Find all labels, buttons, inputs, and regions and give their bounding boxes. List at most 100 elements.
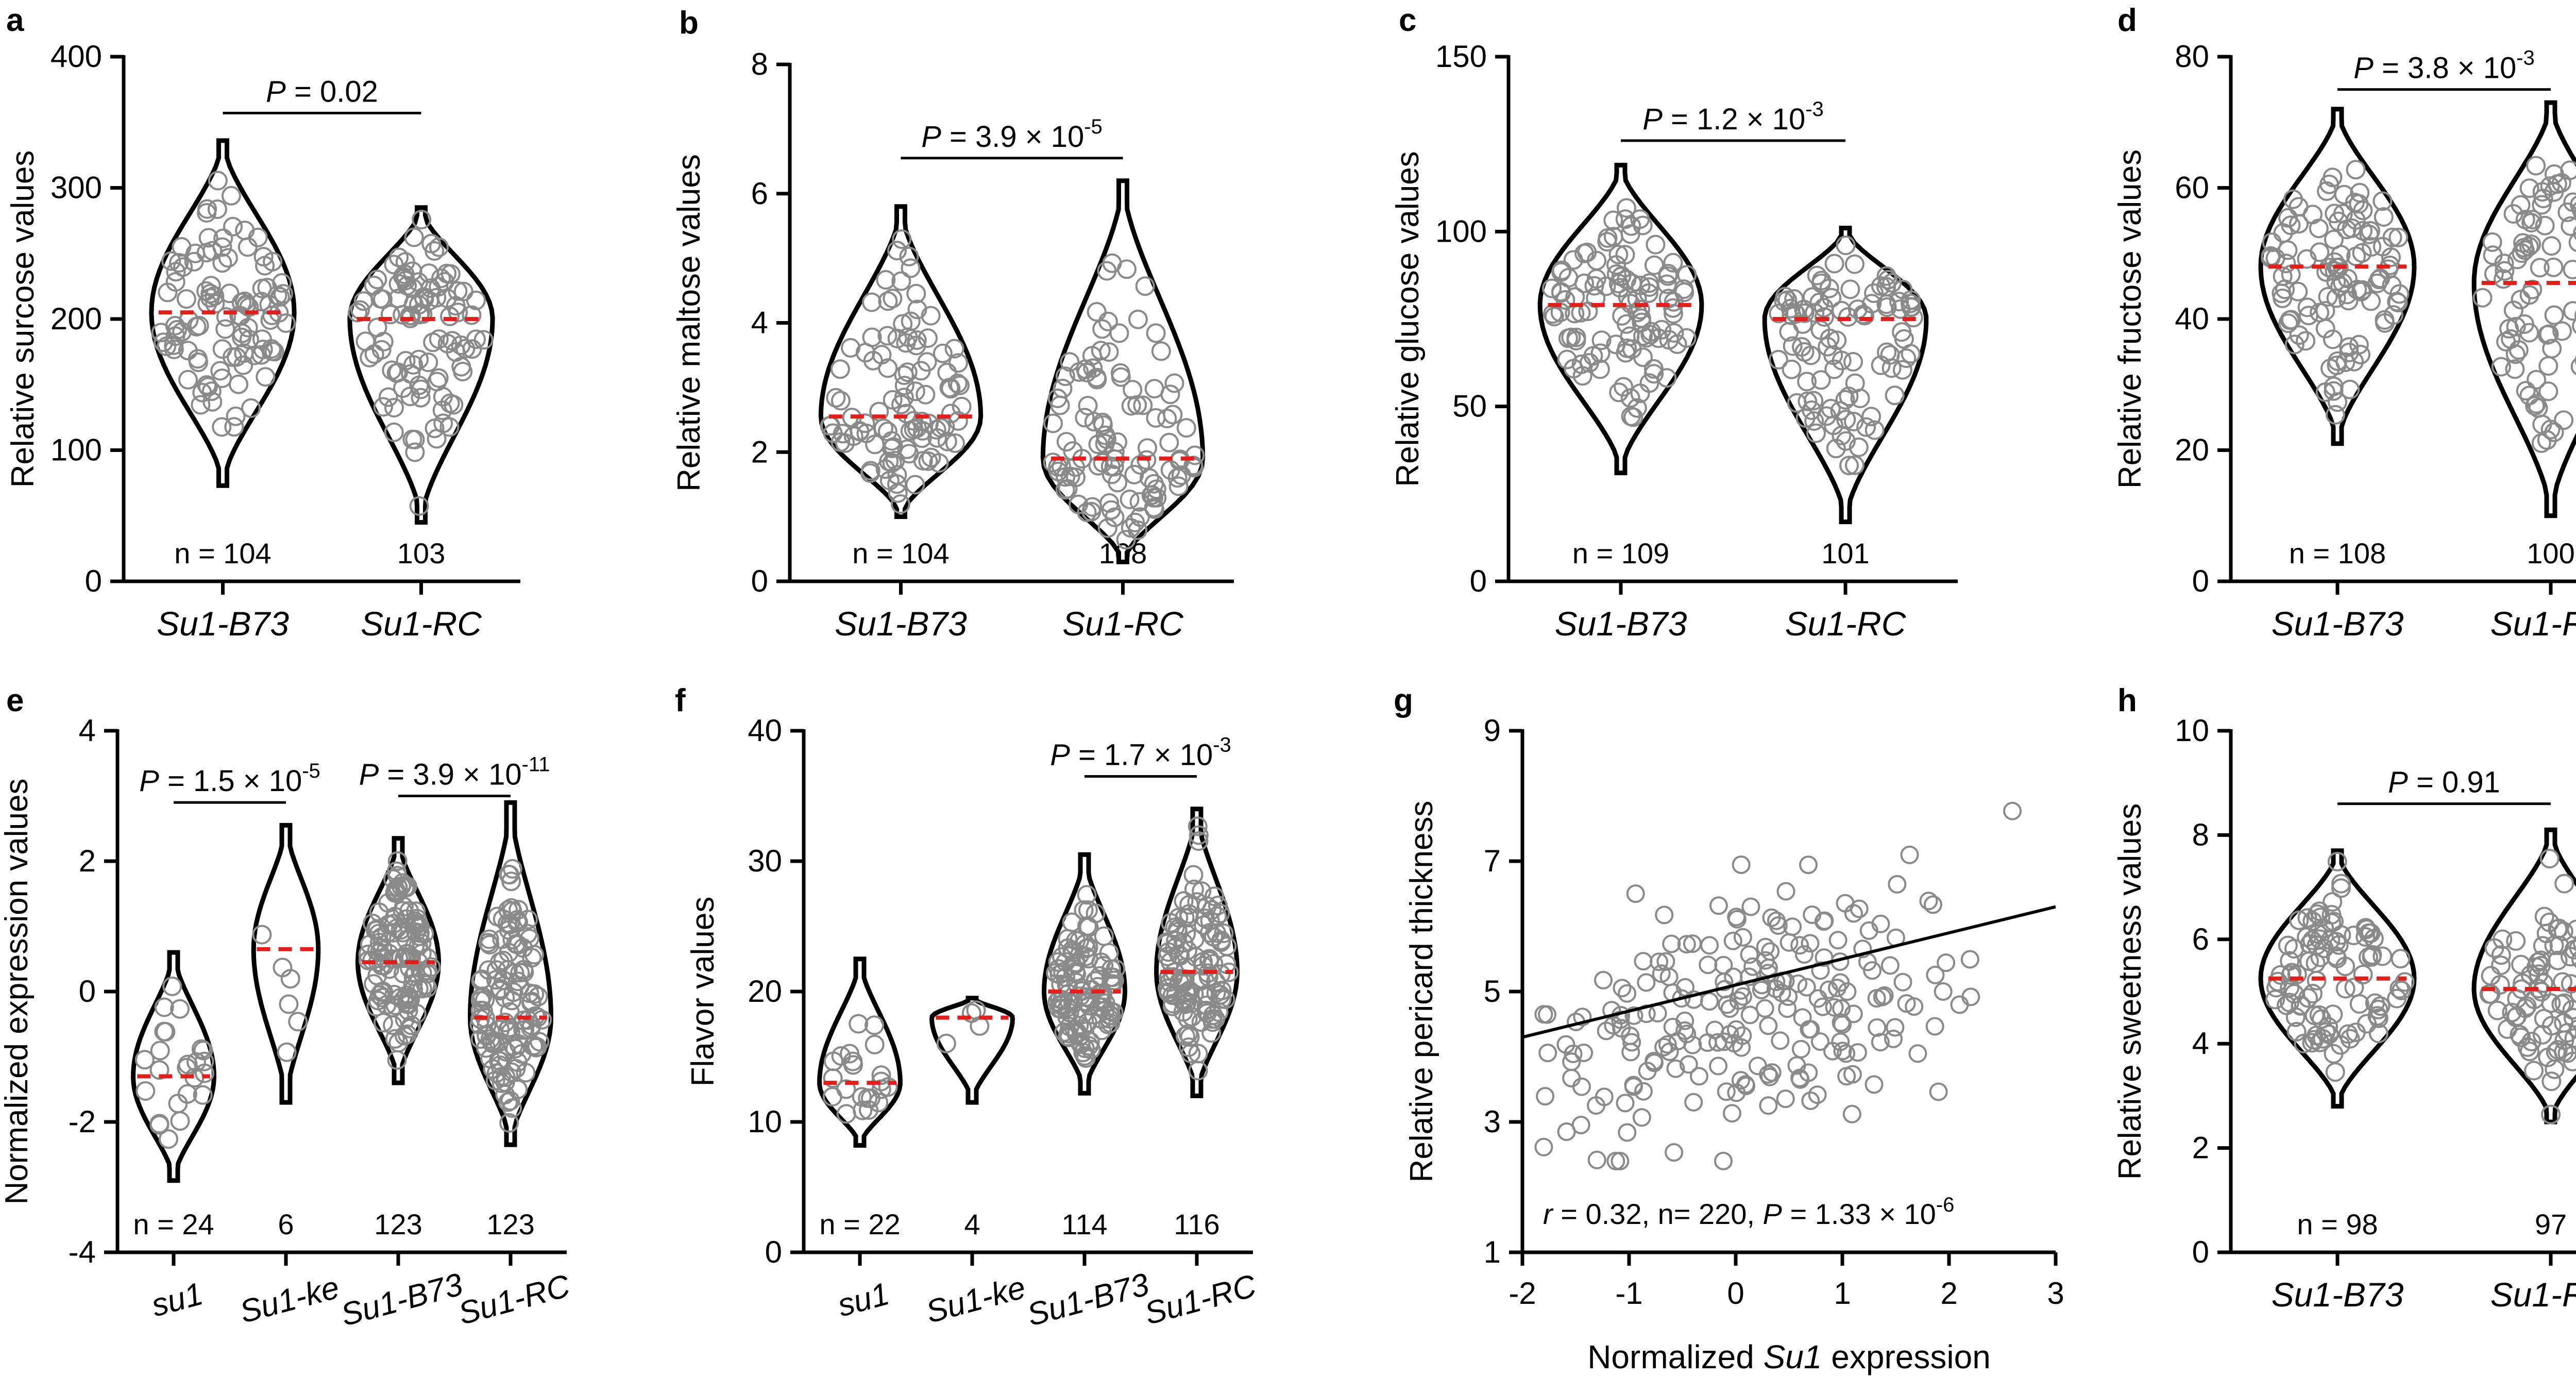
data-point — [2487, 1000, 2507, 1020]
data-point — [1117, 259, 1137, 279]
data-point — [1557, 1122, 1576, 1141]
data-point — [1208, 896, 1228, 915]
data-point — [1748, 1056, 1767, 1076]
data-point — [1616, 1094, 1635, 1113]
data-point — [894, 388, 914, 408]
data-point — [841, 338, 860, 358]
data-point — [2278, 208, 2298, 228]
data-point — [1677, 935, 1696, 954]
data-point — [1873, 987, 1892, 1006]
y-tick-label: 0 — [1470, 564, 1487, 598]
n-label: n = 22 — [819, 1208, 900, 1240]
data-point — [1618, 287, 1638, 307]
data-point — [945, 433, 965, 453]
data-point — [1699, 955, 1718, 975]
data-point — [1723, 931, 1742, 950]
data-point — [1885, 385, 1905, 406]
data-point — [1120, 490, 1140, 509]
data-point — [2324, 381, 2344, 401]
data-point — [184, 251, 204, 272]
data-point — [1811, 370, 1831, 390]
data-point — [2315, 382, 2335, 402]
data-point — [1639, 277, 1659, 297]
data-point — [2352, 280, 2372, 300]
data-point — [2525, 396, 2545, 416]
data-point — [1652, 964, 1671, 983]
data-point — [382, 360, 402, 380]
data-point — [1752, 981, 1771, 999]
data-point — [2362, 237, 2382, 257]
data-point — [1950, 995, 1969, 1014]
data-point — [1587, 1096, 1605, 1115]
data-point — [2323, 329, 2343, 349]
data-point — [1211, 930, 1231, 950]
data-point — [2568, 232, 2576, 252]
panel-a: a 0 100 200 300 400 Relative surcose values Su1… — [5, 3, 520, 643]
data-point — [165, 326, 185, 346]
regression-line — [1522, 905, 2056, 1039]
data-point — [1708, 1033, 1727, 1052]
data-point — [1590, 343, 1611, 363]
data-point — [178, 341, 198, 361]
data-point — [1146, 323, 1166, 343]
data-point — [1121, 396, 1141, 416]
data-point — [2526, 957, 2546, 977]
x-category-label: su1 — [148, 1276, 207, 1324]
data-point — [213, 228, 233, 248]
data-point — [2560, 160, 2576, 180]
data-point — [1698, 1033, 1717, 1052]
data-point — [1075, 408, 1095, 428]
data-point — [2284, 334, 2304, 355]
data-point — [1767, 972, 1786, 992]
p-value: = 3.9 × 10 — [379, 758, 521, 792]
data-point — [2280, 951, 2300, 971]
data-point — [264, 342, 284, 362]
data-point — [2534, 1009, 2554, 1029]
data-point — [2372, 191, 2393, 211]
data-point — [1088, 977, 1108, 997]
data-point — [1781, 298, 1801, 318]
data-point — [1144, 474, 1164, 494]
data-point — [353, 291, 374, 311]
data-point — [2505, 359, 2525, 379]
data-point — [386, 861, 406, 881]
data-point — [2531, 433, 2551, 453]
data-point — [1077, 502, 1097, 523]
data-point — [2526, 156, 2546, 176]
data-point — [2284, 984, 2304, 1004]
data-point — [1882, 358, 1902, 378]
data-point — [1791, 1039, 1810, 1059]
data-point — [2574, 310, 2576, 321]
data-point — [1734, 987, 1752, 1006]
data-point — [134, 1050, 155, 1070]
data-point — [2515, 210, 2535, 230]
violin — [2471, 100, 2576, 518]
p-value-label: P = 3.8 × 10-3 — [2353, 47, 2535, 85]
data-point — [2323, 892, 2343, 912]
data-point — [830, 359, 850, 379]
y-tick-label: 100 — [1435, 214, 1487, 248]
data-point — [1636, 328, 1656, 348]
data-point — [2572, 317, 2576, 334]
data-point — [899, 246, 919, 266]
data-point — [2541, 1104, 2561, 1125]
data-point — [2302, 1033, 2322, 1053]
n-label: 123 — [486, 1208, 534, 1240]
x-tick-label: 0 — [1727, 1276, 1744, 1311]
data-point — [894, 365, 914, 385]
data-point — [414, 924, 434, 944]
data-point — [466, 290, 486, 310]
data-point — [944, 339, 964, 359]
data-point — [1197, 896, 1217, 916]
data-point — [389, 247, 409, 267]
y-tick-label: 5 — [1484, 974, 1501, 1009]
n-label: 123 — [374, 1208, 422, 1240]
data-point — [495, 1085, 515, 1104]
data-point — [2297, 249, 2317, 269]
data-point — [2307, 970, 2327, 991]
data-point — [1060, 1017, 1080, 1037]
data-point — [198, 377, 218, 397]
data-point — [1783, 336, 1803, 356]
data-point — [1144, 488, 1163, 508]
data-point — [2563, 1008, 2576, 1028]
